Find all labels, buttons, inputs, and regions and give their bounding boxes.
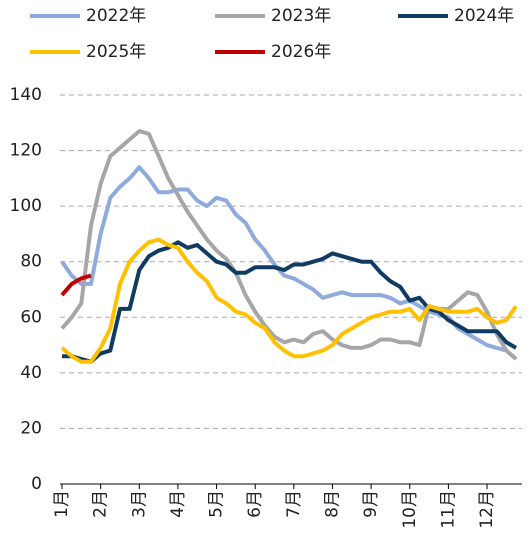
legend-label: 2024年 [454, 6, 514, 26]
series-line [60, 273, 92, 297]
y-tick-label: 100 [10, 196, 42, 216]
legend-label: 2025年 [86, 42, 146, 62]
series-line [60, 237, 518, 364]
y-tick-label: 80 [20, 252, 42, 272]
x-tick-label: 12月 [477, 490, 497, 529]
y-tick-label: 20 [20, 418, 42, 438]
series-line [60, 129, 518, 361]
x-tick-label: 5月 [207, 490, 227, 518]
legend-label: 2023年 [271, 6, 331, 26]
legend-label: 2026年 [271, 42, 331, 62]
series-line [62, 240, 518, 364]
legend-label: 2022年 [86, 6, 146, 26]
x-tick-label: 3月 [129, 490, 149, 518]
y-tick-label: 140 [10, 85, 42, 105]
y-tick-label: 60 [20, 307, 42, 327]
y-tick-label: 40 [20, 363, 42, 383]
x-tick-label: 9月 [361, 490, 381, 518]
x-tick-label: 8月 [322, 490, 342, 518]
x-tick-label: 4月 [168, 490, 188, 518]
x-tick-label: 2月 [91, 490, 111, 518]
y-tick-label: 0 [31, 474, 42, 494]
x-tick-label: 11月 [438, 490, 458, 529]
y-tick-label: 120 [10, 141, 42, 161]
x-tick-label: 1月 [52, 490, 72, 518]
x-tick-label: 6月 [245, 490, 265, 518]
x-tick-label: 7月 [284, 490, 304, 518]
x-tick-label: 10月 [400, 490, 420, 529]
